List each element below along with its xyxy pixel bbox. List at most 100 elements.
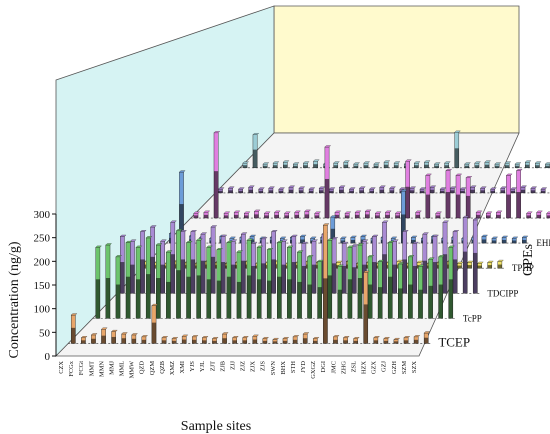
bar-tmcp-jmc	[514, 162, 522, 169]
bar-tpcp-mmt	[248, 185, 255, 194]
bar-tdcipp-szm	[462, 215, 470, 294]
bar-tpcp-zjj	[389, 186, 396, 194]
bar-tcep-zhg	[353, 337, 360, 344]
x-tick-label-szx: SZX	[411, 361, 418, 373]
bar-tcpp-fcgt	[115, 255, 122, 319]
bar-tocp-zsl	[485, 211, 493, 219]
x-tick-label-zsl: ZSL	[350, 361, 357, 372]
bar-tocp-xmz	[304, 209, 311, 219]
bar-tcpp-mmn	[135, 245, 143, 319]
bar-tpcp-mmj	[268, 186, 275, 194]
x-tick-label-gzj: GZJ	[381, 360, 388, 372]
bar-tpcp-zhg	[500, 186, 507, 194]
bar-tcpp-zjj	[266, 248, 274, 319]
bar-tcep-fcgt	[90, 333, 98, 344]
x-tick-label-mmt: MMT	[88, 361, 95, 376]
x-tick-label-jyd: JYD	[300, 361, 307, 373]
bar-tphp-szm	[487, 260, 494, 269]
bar-tcep-jmc	[343, 336, 350, 344]
bar-tocp-gxgz	[445, 169, 452, 219]
bar-tcep-zsl	[363, 270, 370, 344]
bar-tocp-mmn	[233, 210, 241, 219]
bar-tcep-mmn	[111, 329, 118, 344]
bar-tocp-szm	[536, 210, 543, 219]
bar-tcpp-xmz	[206, 245, 213, 319]
bar-tcpp-gzx	[407, 255, 415, 319]
bar-tcpp-czx	[95, 245, 102, 319]
y-tick-label-50: 50	[39, 327, 51, 339]
bar-tpcp-zsl	[510, 187, 517, 194]
x-tick-label-swn: SWN	[270, 361, 277, 376]
bar-tmcp-mmn	[282, 160, 290, 169]
bar-tmcp-zjx	[434, 162, 441, 169]
x-tick-label-jmc: JMC	[330, 361, 337, 373]
x-tick-label-bhx: BHX	[280, 361, 287, 375]
bar-tmcp-zjz	[423, 160, 431, 169]
bar-tmcp-czx	[242, 161, 249, 169]
bar-tmcp-qzb	[343, 160, 350, 169]
bar-tcep-jyd	[312, 337, 320, 344]
bar-tocp-zjx	[385, 210, 392, 219]
bar-tcep-gzj	[393, 338, 400, 344]
bar-tocp-fcgx	[203, 210, 210, 219]
x-tick-label-zjt: ZJT	[209, 361, 216, 371]
bar-tcep-zjt	[222, 332, 229, 344]
bar-tpcp-fcgx	[228, 186, 235, 194]
bar-tmcp-fcgx	[252, 133, 260, 169]
bar-tcep-gzh	[403, 336, 411, 344]
series-labels: TCEPTcPPTDCIPPTPHPEHDPPToCPTpCPTmCP	[438, 238, 550, 349]
series-label-tcpp: TcPP	[463, 313, 482, 323]
bar-tcep-zjb	[232, 336, 239, 344]
bar-tcpp-szm	[438, 255, 445, 319]
x-tick-label-zjx: ZJX	[250, 361, 257, 372]
bar-tmcp-sth	[474, 161, 481, 169]
bar-tcpp-xmi	[216, 248, 223, 319]
bar-tocp-yjs	[324, 145, 331, 219]
bar-tpcp-gzj	[540, 187, 548, 194]
y-axis: 0 50 100 150 200 250 300	[34, 209, 57, 363]
bar-tcpp-szx	[448, 245, 455, 319]
bar-tpcp-qzd	[298, 186, 306, 194]
bar-tmcp-zjj	[413, 161, 421, 169]
bar-tocp-zjj	[364, 209, 372, 219]
y-axis-title: Concentration (ng/g)	[7, 241, 22, 358]
x-tick-label-fcgx: FCGx	[68, 360, 75, 376]
bar-tmcp-hzx	[544, 162, 550, 169]
bar-tpcp-zjt	[369, 187, 376, 194]
bar-tocp-xmi	[314, 211, 321, 219]
bar-tpcp-dgi	[480, 186, 487, 194]
bar-tpcp-yjl	[359, 186, 366, 194]
bar-tcpp-zjb	[256, 245, 264, 319]
bar-tdcipp-qzb	[220, 234, 228, 294]
bar-tcep-zjx	[262, 337, 269, 344]
bar-tocp-gzx	[506, 173, 513, 219]
bar-tcpp-qzd	[176, 229, 183, 319]
bar-ehdpp-gzx	[481, 234, 488, 244]
bar-tocp-dgi	[455, 173, 463, 219]
bar-tpcp-mml	[278, 187, 285, 194]
x-tick-label-gzx: GZX	[371, 361, 378, 375]
bar-tocp-jmc	[465, 176, 473, 219]
y-tick-label-0: 0	[45, 351, 51, 363]
bar-tphp-szx	[497, 259, 504, 269]
bar-tcpp-mml	[155, 243, 163, 319]
bar-tcep-qzm	[161, 336, 169, 344]
bar-tocp-fcgt	[213, 131, 221, 219]
bar-tmcp-gxgz	[494, 162, 502, 169]
bar-ehdpp-gzj	[491, 236, 499, 244]
bar-tocp-hzx	[495, 210, 503, 219]
bar-tmcp-zhg	[524, 160, 532, 169]
bar-tcep-sth	[302, 332, 310, 344]
bar-tcep-qzb	[171, 337, 179, 344]
bar-tpcp-gzx	[530, 186, 537, 194]
bar-tmcp-mmt	[272, 161, 280, 169]
bar-tcpp-yjs	[226, 241, 233, 319]
bar-tpcp-yjs	[349, 187, 356, 194]
bar-tcep-szm	[413, 335, 421, 344]
x-tick-label-zjb: ZJB	[219, 361, 226, 372]
bar-tdcipp-jmc	[392, 239, 399, 294]
x-tick-label-yjl: YJL	[199, 361, 206, 372]
bar-tcep-qzd	[151, 303, 158, 344]
bar-tmcp-xmz	[353, 162, 360, 169]
